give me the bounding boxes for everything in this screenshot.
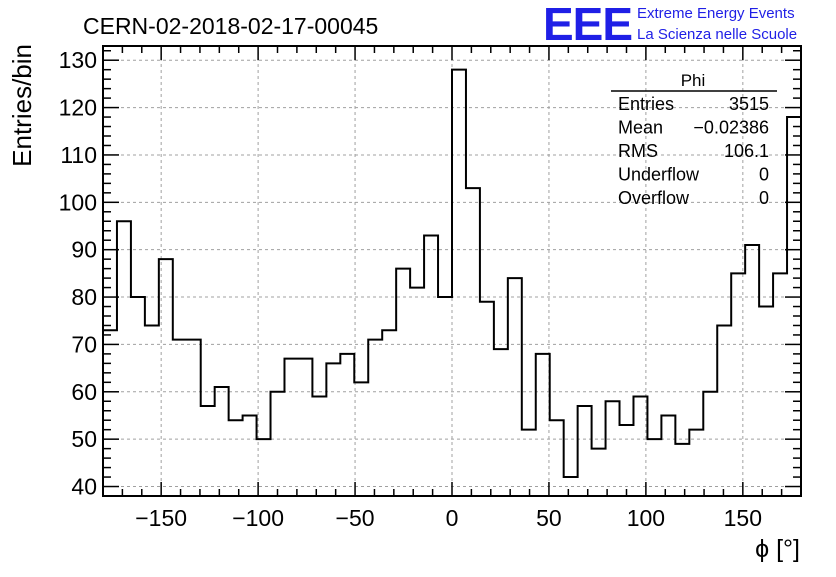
y-tick-label: 110 [60, 142, 97, 168]
x-tick-label: −50 [336, 505, 375, 531]
y-tick-label: 90 [71, 237, 97, 263]
y-tick-label: 130 [59, 47, 97, 73]
logo-line-2: La Scienza nelle Scuole [637, 26, 797, 43]
x-tick-labels: −150 −100 −50 0 50 100 150 [135, 505, 762, 531]
x-tick-label: −100 [232, 505, 284, 531]
x-tick-label: 150 [724, 505, 762, 531]
logo-line-1: Extreme Energy Events [637, 5, 795, 22]
y-tick-label: 100 [59, 189, 97, 215]
stats-row-value: 0 [759, 165, 769, 185]
x-tick-label: 50 [536, 505, 562, 531]
histogram-step-line [103, 68, 801, 479]
stats-row-label: Overflow [618, 188, 690, 208]
stats-row-value: 0 [759, 188, 769, 208]
y-tick-label: 60 [71, 379, 97, 405]
stats-title: Phi [681, 71, 706, 90]
stats-row-value: −0.02386 [693, 118, 769, 138]
stats-row-value: 3515 [729, 94, 769, 114]
y-tick-label: 40 [71, 474, 97, 500]
x-axis-label: ϕ [°] [755, 535, 800, 563]
y-tick-label: 70 [71, 331, 97, 357]
eee-logo-mark: EEE [543, 0, 632, 50]
stats-box: Phi Entries 3515 Mean −0.02386 RMS 106.1 Under… [611, 71, 777, 208]
stats-row-label: RMS [618, 141, 658, 161]
axis-ticks [102, 46, 802, 496]
stats-row-label: Underflow [618, 165, 700, 185]
run-title: CERN-02-2018-02-17-00045 [83, 13, 378, 39]
y-tick-label: 50 [71, 426, 97, 452]
stats-rows: Entries 3515 Mean −0.02386 RMS 106.1 Underflow… [618, 94, 769, 208]
eee-logo: EEE Extreme Energy Events La Scienza nel… [543, 0, 797, 50]
y-axis-label: Entries/bin [7, 44, 37, 167]
y-tick-label: 120 [59, 95, 97, 121]
y-tick-label: 80 [71, 284, 97, 310]
stats-row-label: Mean [618, 118, 663, 138]
x-tick-label: 0 [446, 505, 459, 531]
y-tick-labels: 40 50 60 70 80 90 100 110 120 130 [59, 47, 97, 499]
x-tick-label: 100 [627, 505, 665, 531]
stats-row-label: Entries [618, 94, 674, 114]
stats-row-value: 106.1 [724, 141, 769, 161]
x-tick-label: −150 [135, 505, 187, 531]
